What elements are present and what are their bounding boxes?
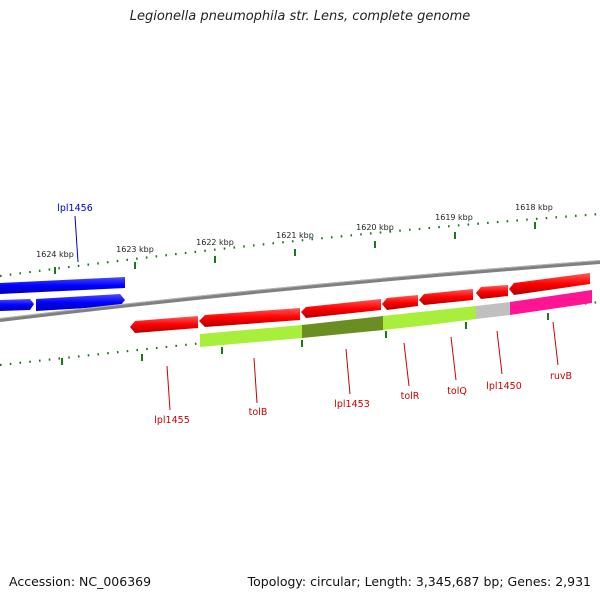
outer-scale-ruler: 1624 kbp 1623 kbp 1622 kbp 1621 kbp 1620… bbox=[0, 203, 600, 278]
leader-lpl1453 bbox=[345, 348, 351, 395]
cog-category-track bbox=[200, 290, 592, 347]
gene-lpl1453-arrow[interactable] bbox=[301, 299, 381, 318]
gene-label-lpl1455[interactable]: lpl1455 bbox=[154, 415, 190, 426]
map-title: Legionella pneumophila str. Lens, comple… bbox=[129, 9, 471, 24]
genome-backbone bbox=[0, 260, 600, 322]
gene-lpl1450-arrow[interactable] bbox=[476, 285, 508, 299]
gene-label-ruvB[interactable]: ruvB bbox=[550, 371, 572, 382]
leader-tolB bbox=[253, 357, 258, 404]
reverse-strand-genes bbox=[130, 273, 590, 333]
leader-tolQ bbox=[450, 336, 457, 381]
gene-label-tolQ[interactable]: tolQ bbox=[447, 386, 467, 397]
scale-label-1623: 1623 kbp bbox=[116, 245, 154, 254]
gene-label-lpl1456[interactable]: lpl1456 bbox=[57, 203, 93, 214]
scale-label-1620: 1620 kbp bbox=[356, 223, 394, 232]
cog-block-tolB bbox=[200, 325, 302, 347]
cog-block-ruvB bbox=[510, 290, 592, 315]
gene-label-tolR[interactable]: tolR bbox=[401, 391, 420, 402]
gene-labels: lpl1456 lpl1455 tolB lpl1453 tolR tolQ l… bbox=[57, 203, 572, 426]
cog-block-tolR bbox=[383, 312, 420, 330]
cog-block-lpl1453 bbox=[302, 316, 383, 338]
gene-tolR-arrow[interactable] bbox=[382, 295, 418, 310]
leader-lpl1450 bbox=[496, 330, 503, 375]
gene-label-tolB[interactable]: tolB bbox=[249, 407, 268, 418]
gene-lpl1455-arrow[interactable] bbox=[130, 316, 198, 333]
leader-lpl1455 bbox=[166, 365, 171, 411]
genome-summary-text: Topology: circular; Length: 3,345,687 bp… bbox=[247, 574, 591, 589]
gene-ruvB-arrow[interactable] bbox=[509, 273, 590, 295]
accession-text: Accession: NC_006369 bbox=[9, 574, 152, 589]
gene-lpl1456-arrow[interactable] bbox=[0, 277, 125, 294]
scale-label-1618: 1618 kbp bbox=[515, 203, 553, 212]
leader-ruvB bbox=[552, 321, 559, 366]
genome-backbone-highlight bbox=[0, 260, 600, 319]
forward-strand-genes bbox=[0, 277, 125, 311]
scale-label-1624: 1624 kbp bbox=[36, 250, 74, 259]
gene-label-lpl1453[interactable]: lpl1453 bbox=[334, 399, 370, 410]
leader-tolR bbox=[403, 342, 410, 387]
cog-block-lpl1450 bbox=[476, 302, 510, 319]
gene-forward-arrow-1[interactable] bbox=[0, 299, 34, 311]
scale-label-1621: 1621 kbp bbox=[276, 231, 314, 240]
gene-tolB-arrow[interactable] bbox=[199, 308, 300, 327]
gene-tolQ-arrow[interactable] bbox=[419, 289, 473, 305]
leader-lpl1456 bbox=[74, 215, 79, 263]
scale-label-1619: 1619 kbp bbox=[435, 213, 473, 222]
scale-label-1622: 1622 kbp bbox=[196, 238, 234, 247]
gene-label-lpl1450[interactable]: lpl1450 bbox=[486, 381, 522, 392]
inner-scale-ruler bbox=[0, 300, 600, 367]
label-leader-lines bbox=[74, 215, 559, 411]
cog-block-tolQ bbox=[420, 306, 476, 326]
